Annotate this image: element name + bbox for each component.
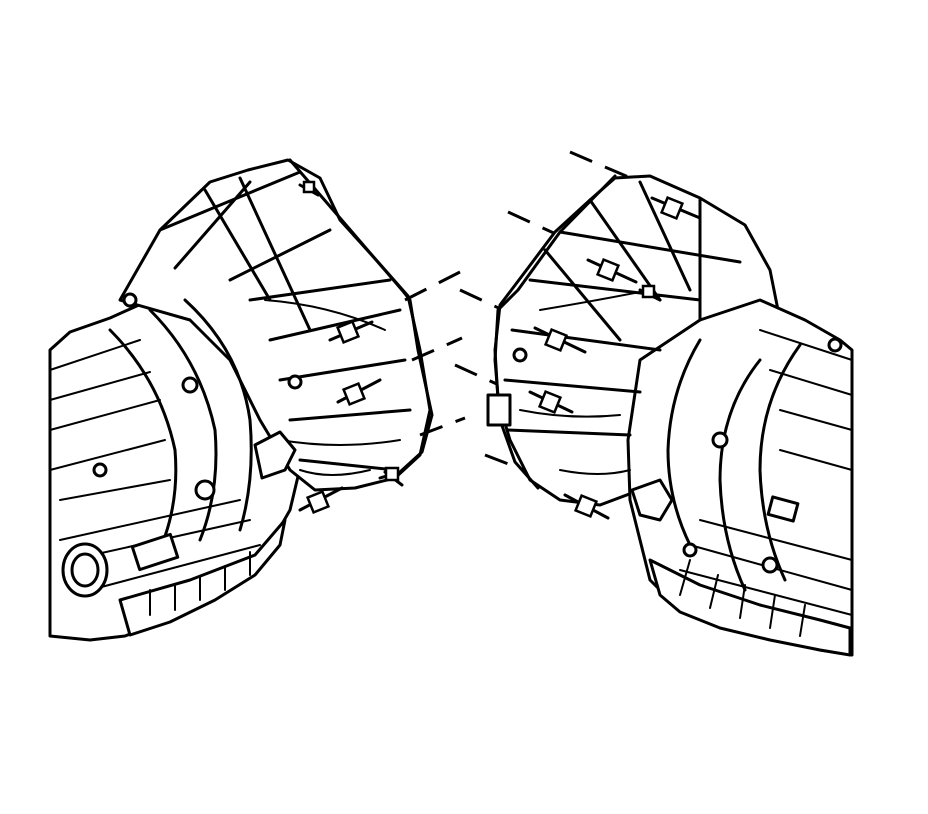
- left-oil-pan-ribs: [149, 551, 251, 616]
- right-boss-2: [761, 556, 779, 574]
- dash-line-3: [404, 270, 461, 302]
- right-bolt-3: [533, 326, 587, 354]
- left-bellhousing-flange: [288, 158, 434, 480]
- right-flange-tab: [486, 393, 512, 427]
- left-bolt-4: [298, 180, 320, 197]
- left-connector: [253, 430, 297, 480]
- dash-line-2: [507, 210, 581, 247]
- right-bellhousing-inner: [519, 289, 651, 475]
- left-bellhousing-ribs: [158, 170, 412, 472]
- right-boss-1: [711, 431, 729, 449]
- left-output-flange: [61, 542, 109, 598]
- left-bolt-5: [383, 466, 404, 487]
- left-bolt-3: [298, 486, 344, 515]
- right-transmission-assembly: [486, 174, 854, 657]
- right-valve-body-cover: [766, 495, 800, 523]
- left-bolts: [298, 180, 404, 515]
- left-oil-pan: [118, 518, 287, 637]
- left-valve-body-cover: [130, 532, 180, 572]
- right-connector: [630, 478, 674, 522]
- right-boss-3: [682, 542, 698, 558]
- right-bolts: [528, 195, 702, 520]
- left-boss-5: [122, 292, 138, 308]
- left-bolt-2: [336, 378, 382, 407]
- right-bolt-1: [650, 195, 702, 221]
- left-output-flange-inner: [70, 552, 100, 588]
- right-case-lines: [679, 329, 853, 616]
- right-case-ring-2: [758, 343, 802, 582]
- left-case-ring-1: [108, 328, 178, 562]
- left-boss-3: [92, 462, 108, 478]
- right-bolt-2: [586, 257, 638, 284]
- left-case-ring-3: [183, 298, 253, 532]
- left-boss-2: [194, 479, 216, 501]
- right-boss-5: [512, 347, 528, 363]
- left-bellhousing-inner: [264, 299, 401, 476]
- dash-line-5: [411, 336, 463, 362]
- left-boss-1: [181, 376, 199, 394]
- right-oil-pan-ribs: [679, 559, 806, 637]
- left-transmission-assembly: [48, 158, 434, 642]
- left-bolt-1: [328, 319, 374, 345]
- right-bellhousing-ribs: [503, 180, 742, 437]
- right-boss-4: [827, 337, 843, 353]
- right-case-ring-3: [666, 338, 702, 547]
- right-bolt-6: [638, 284, 662, 302]
- right-bolt-4: [528, 389, 574, 415]
- right-bellhousing-flange: [493, 174, 617, 490]
- dash-line-7: [419, 416, 466, 437]
- right-bolt-5: [563, 493, 610, 520]
- dash-line-1: [569, 150, 641, 184]
- left-boss-4: [287, 374, 303, 390]
